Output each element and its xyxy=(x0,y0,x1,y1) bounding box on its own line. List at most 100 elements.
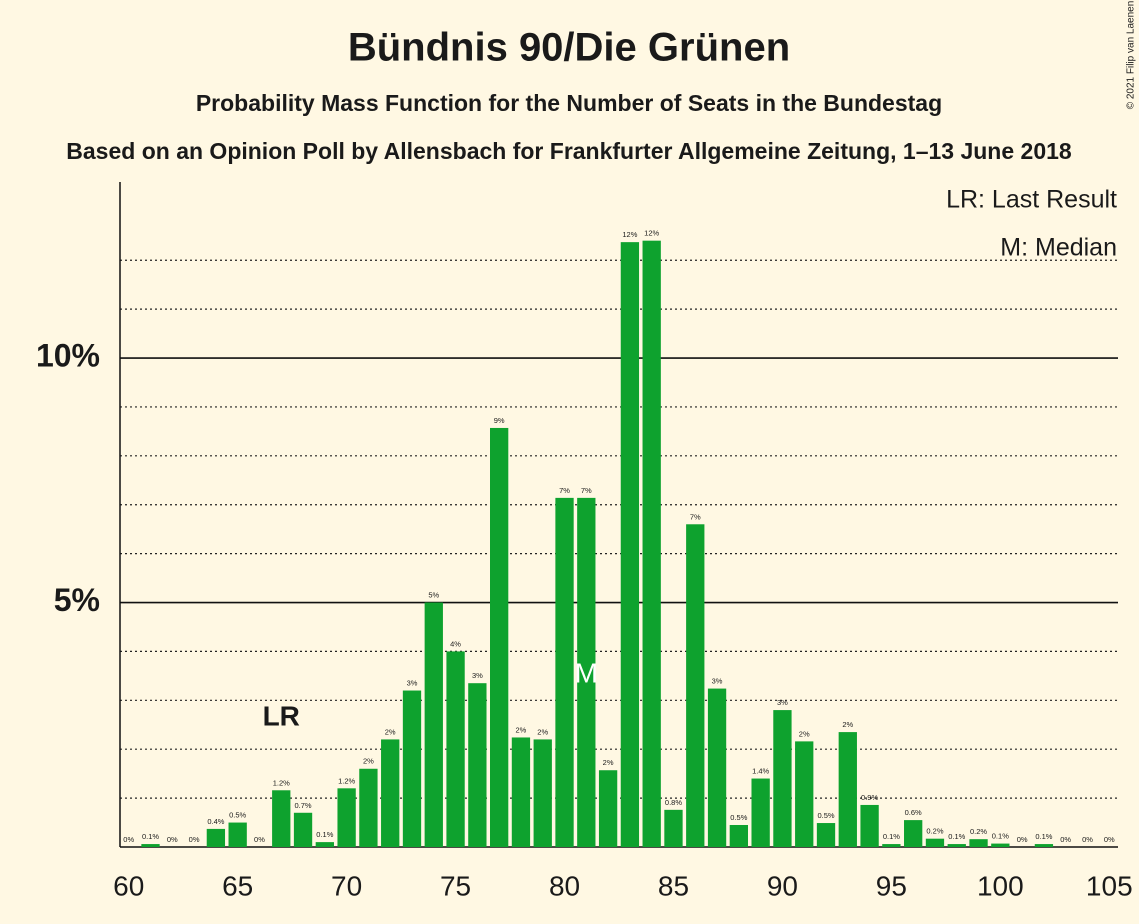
value-label: 0% xyxy=(1082,835,1093,844)
bar xyxy=(533,739,552,847)
value-label: 0.5% xyxy=(730,813,747,822)
bar xyxy=(337,788,356,847)
x-tick-label: 70 xyxy=(331,870,362,901)
value-label: 2% xyxy=(603,758,614,767)
value-label: 3% xyxy=(407,679,418,688)
value-label: 0.7% xyxy=(294,801,311,810)
value-label: 0.1% xyxy=(316,830,333,839)
bar xyxy=(272,790,291,847)
bar xyxy=(969,839,988,847)
bar xyxy=(381,739,400,847)
value-label: 0.6% xyxy=(905,808,922,817)
bar xyxy=(904,820,923,847)
value-label: 0.5% xyxy=(229,811,246,820)
last-result-marker: LR xyxy=(263,701,300,732)
bar xyxy=(925,838,945,847)
bar xyxy=(795,741,814,847)
bar xyxy=(991,843,1010,847)
value-label: 3% xyxy=(712,677,723,686)
bar xyxy=(729,824,748,847)
bar xyxy=(838,732,857,847)
x-tick-label: 75 xyxy=(440,870,471,901)
value-label: 0.2% xyxy=(926,827,943,836)
value-label: 9% xyxy=(494,416,505,425)
bar xyxy=(664,809,683,847)
bar xyxy=(206,828,226,847)
credit: © 2021 Filip van Laenen xyxy=(1126,1,1137,110)
bar xyxy=(577,497,596,847)
chart-title: Bündnis 90/Die Grünen xyxy=(348,26,790,70)
x-tick-label: 95 xyxy=(876,870,907,901)
chart-caption: Based on an Opinion Poll by Allensbach f… xyxy=(66,138,1072,164)
bar xyxy=(359,768,378,847)
value-label: 7% xyxy=(690,512,701,521)
value-label: 1.2% xyxy=(338,776,355,785)
value-label: 5% xyxy=(428,590,439,599)
value-label: 2% xyxy=(799,729,810,738)
value-label: 0% xyxy=(123,835,134,844)
bar xyxy=(751,778,770,847)
value-label: 0% xyxy=(167,835,178,844)
value-label: 0.8% xyxy=(665,798,682,807)
bar xyxy=(773,710,792,847)
value-label: 3% xyxy=(777,698,788,707)
value-label: 7% xyxy=(559,486,570,495)
legend-entry: M: Median xyxy=(1000,234,1117,262)
bar xyxy=(860,804,879,847)
value-label: 1.4% xyxy=(752,767,769,776)
bar xyxy=(228,822,247,847)
y-tick-label: 5% xyxy=(54,582,100,618)
bar xyxy=(511,737,531,847)
value-label: 3% xyxy=(472,671,483,680)
value-label: 0% xyxy=(1104,835,1115,844)
bar xyxy=(468,683,487,847)
value-label: 0.9% xyxy=(861,793,878,802)
x-tick-label: 100 xyxy=(977,870,1024,901)
value-label: 0% xyxy=(1060,835,1071,844)
x-tick-label: 60 xyxy=(113,870,144,901)
value-label: 0% xyxy=(254,835,265,844)
bar xyxy=(424,602,443,847)
bar xyxy=(598,770,618,847)
bar xyxy=(402,690,422,847)
bar xyxy=(947,844,966,847)
value-label: 7% xyxy=(581,486,592,495)
bar xyxy=(293,812,313,847)
bar xyxy=(490,427,509,847)
bar xyxy=(1034,844,1054,847)
value-label: 0.1% xyxy=(883,832,900,841)
value-label: 2% xyxy=(385,727,396,736)
value-label: 0% xyxy=(1017,835,1028,844)
value-label: 2% xyxy=(516,725,527,734)
value-label: 12% xyxy=(644,229,659,238)
value-label: 12% xyxy=(622,230,637,239)
value-label: 2% xyxy=(537,727,548,736)
value-label: 0.1% xyxy=(1035,832,1052,841)
y-tick-label: 10% xyxy=(36,337,100,373)
value-label: 1.2% xyxy=(273,778,290,787)
x-tick-label: 105 xyxy=(1086,870,1133,901)
bar xyxy=(315,842,334,847)
bar xyxy=(642,240,661,848)
x-tick-label: 90 xyxy=(767,870,798,901)
bar xyxy=(141,844,160,847)
x-tick-label: 85 xyxy=(658,870,689,901)
value-label: 2% xyxy=(363,757,374,766)
bar xyxy=(816,823,836,847)
bar xyxy=(707,688,727,847)
value-label: 0.5% xyxy=(817,811,834,820)
value-label: 0.1% xyxy=(992,832,1009,841)
value-label: 0.1% xyxy=(948,832,965,841)
value-label: 0.4% xyxy=(207,817,224,826)
bar xyxy=(446,651,465,847)
legend-entry: LR: Last Result xyxy=(946,186,1117,214)
value-label: 0.2% xyxy=(970,827,987,836)
value-label: 4% xyxy=(450,639,461,648)
x-tick-label: 65 xyxy=(222,870,253,901)
bar xyxy=(882,844,901,847)
bar xyxy=(555,497,574,847)
bar xyxy=(686,524,705,847)
x-tick-label: 80 xyxy=(549,870,580,901)
value-label: 0.1% xyxy=(142,832,159,841)
